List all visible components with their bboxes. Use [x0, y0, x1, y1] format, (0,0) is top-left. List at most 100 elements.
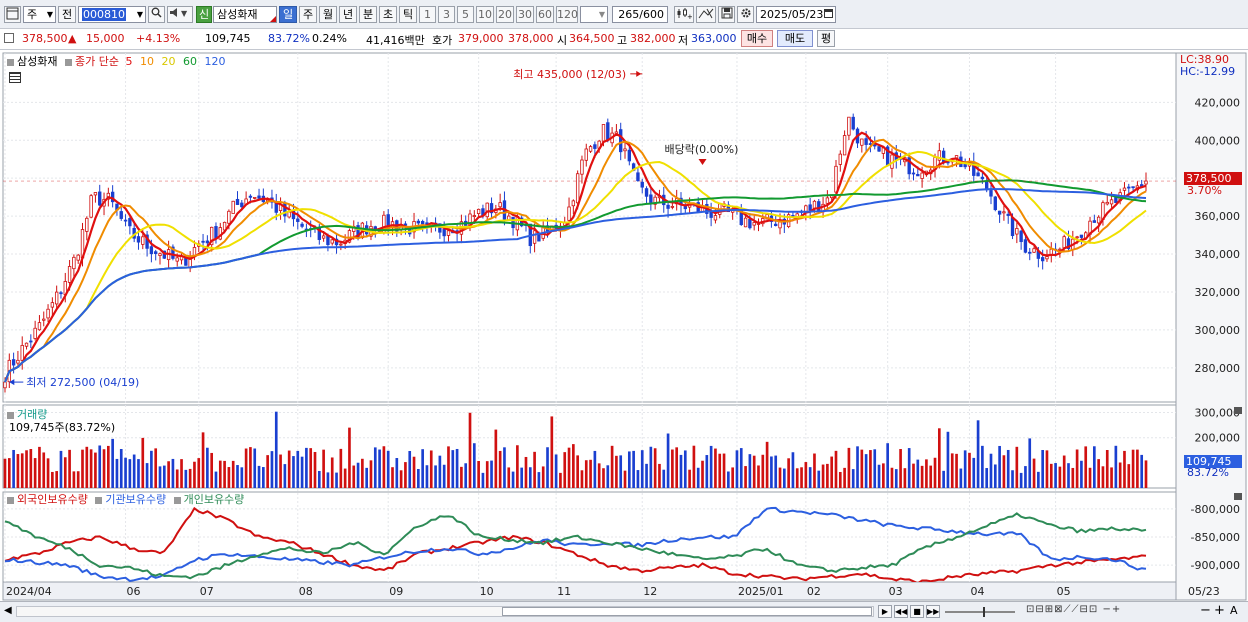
window-icon[interactable]	[4, 6, 21, 23]
volume-bar	[1105, 450, 1109, 488]
legend-square-icon[interactable]	[7, 58, 14, 66]
pane-close-icon[interactable]	[1234, 493, 1242, 500]
rewind-icon[interactable]: ◀◀	[894, 605, 908, 618]
candle-body	[916, 174, 920, 177]
eval-button[interactable]: 평	[817, 30, 835, 47]
minute-1-button[interactable]: 1	[419, 6, 436, 23]
scroll-left-icon[interactable]: ◀	[4, 605, 12, 616]
volume-bar	[16, 454, 20, 488]
prev-button[interactable]: 전	[58, 6, 76, 23]
legend-square-icon[interactable]	[7, 411, 14, 419]
sound-icon[interactable]: ▼	[167, 6, 193, 23]
candle-body	[1109, 199, 1114, 205]
minute-120-button[interactable]: 120	[556, 6, 578, 23]
volume-bar	[76, 471, 80, 488]
scroll-track[interactable]	[16, 606, 874, 617]
chart-area[interactable]: 280,000300,000320,000340,000360,000380,0…	[0, 50, 1248, 602]
period-week-button[interactable]: 주	[299, 6, 317, 23]
candle-body	[842, 135, 847, 156]
candle-body	[1075, 236, 1079, 239]
dividend-marker	[698, 159, 707, 166]
bar-count-input[interactable]: 265/600	[612, 6, 668, 23]
volume-bar	[511, 471, 515, 488]
volume-bar	[257, 465, 261, 488]
candle-body	[941, 150, 946, 164]
candle-body	[580, 159, 584, 175]
volume-bar	[679, 454, 683, 488]
bottom-scrollbar[interactable]: ◀ ▶ ◀◀ ■ ▶▶ ⊡⊟⊞⊠⟋⟋⊟⊡ −+ − + A	[0, 601, 1248, 622]
stock-name-field[interactable]: 삼성화재	[213, 6, 277, 23]
volume-bar	[627, 451, 631, 488]
legend-square-icon[interactable]	[64, 58, 72, 66]
stock-chart-svg[interactable]: 280,000300,000320,000340,000360,000380,0…	[0, 50, 1248, 602]
volume-bar	[1054, 463, 1057, 488]
chart-selector-icon[interactable]	[4, 33, 14, 43]
save-icon[interactable]	[718, 6, 735, 23]
volume-bar	[597, 463, 601, 488]
scroll-thumb[interactable]	[502, 607, 872, 616]
volume-bar	[326, 472, 330, 488]
candle-body	[403, 223, 408, 226]
period-select[interactable]: 주 ▼	[23, 6, 56, 23]
font-size-icon[interactable]: A	[1230, 604, 1238, 617]
volume-bar	[442, 464, 446, 488]
volume-bar	[714, 448, 717, 488]
sell-button[interactable]: 매도	[777, 30, 813, 47]
date-input[interactable]: 2025/05/23	[756, 6, 836, 23]
legend-square-icon[interactable]	[95, 496, 103, 504]
legend-square-icon[interactable]	[7, 496, 14, 504]
volume-bar	[115, 458, 119, 488]
volume-bar	[972, 457, 976, 488]
candle-body	[33, 327, 37, 339]
period-year-button[interactable]: 년	[339, 6, 357, 23]
calendar-icon[interactable]	[824, 9, 833, 18]
search-icon[interactable]	[148, 6, 165, 23]
period-month-button[interactable]: 월	[319, 6, 337, 23]
minute-60-button[interactable]: 60	[536, 6, 554, 23]
volume-bar	[188, 468, 192, 488]
candle-body	[937, 150, 942, 161]
volume-bar	[404, 462, 407, 488]
svg-text:▼: ▼	[181, 9, 188, 18]
minute-custom-select[interactable]: ▼	[580, 6, 608, 23]
indicator-icon[interactable]: +	[674, 6, 694, 23]
gear-icon[interactable]	[737, 6, 754, 23]
period-day-button[interactable]: 일	[279, 6, 297, 23]
zoom-in-icon[interactable]: +	[1214, 603, 1225, 618]
fast-forward-icon[interactable]: ▶▶	[926, 605, 940, 618]
volume-bar	[408, 450, 412, 488]
period-tick-button[interactable]: 틱	[399, 6, 417, 23]
candle-body	[851, 116, 855, 130]
stock-code-input[interactable]: 000810 ▼	[78, 6, 146, 23]
volume-bar	[313, 451, 317, 488]
scroll-right-icon[interactable]: ▶	[878, 605, 892, 618]
candle-body	[201, 240, 205, 243]
inst-label: 기관보유수량	[105, 493, 167, 506]
minute-20-button[interactable]: 20	[496, 6, 514, 23]
volume-bar	[735, 450, 739, 488]
draw-tool-icon[interactable]	[696, 6, 716, 23]
candle-body	[920, 172, 924, 179]
candle-body	[67, 266, 72, 283]
candle-body	[860, 138, 864, 146]
legend-square-icon[interactable]	[173, 496, 181, 504]
zoom-thumb[interactable]	[983, 607, 985, 617]
stop-icon[interactable]: ■	[910, 605, 924, 618]
minute-5-button[interactable]: 5	[457, 6, 474, 23]
volume-bar	[447, 446, 450, 488]
minute-30-button[interactable]: 30	[516, 6, 534, 23]
volume-bar	[981, 445, 984, 488]
minute-3-button[interactable]: 3	[438, 6, 455, 23]
candle-body	[489, 203, 494, 214]
zoom-out-icon[interactable]: −	[1200, 603, 1211, 618]
period-second-button[interactable]: 초	[379, 6, 397, 23]
period-minute-button[interactable]: 분	[359, 6, 377, 23]
pane-close-icon[interactable]	[1234, 407, 1242, 414]
volume-bar	[546, 447, 549, 488]
table-icon[interactable]	[9, 72, 21, 83]
minute-10-button[interactable]: 10	[476, 6, 494, 23]
candle-body	[300, 223, 304, 227]
buy-button[interactable]: 매수	[741, 30, 773, 47]
zoom-slider[interactable]	[945, 607, 1015, 617]
chart-tools-icons[interactable]: ⊡⊟⊞⊠⟋⟋⊟⊡ −+	[1026, 604, 1122, 615]
